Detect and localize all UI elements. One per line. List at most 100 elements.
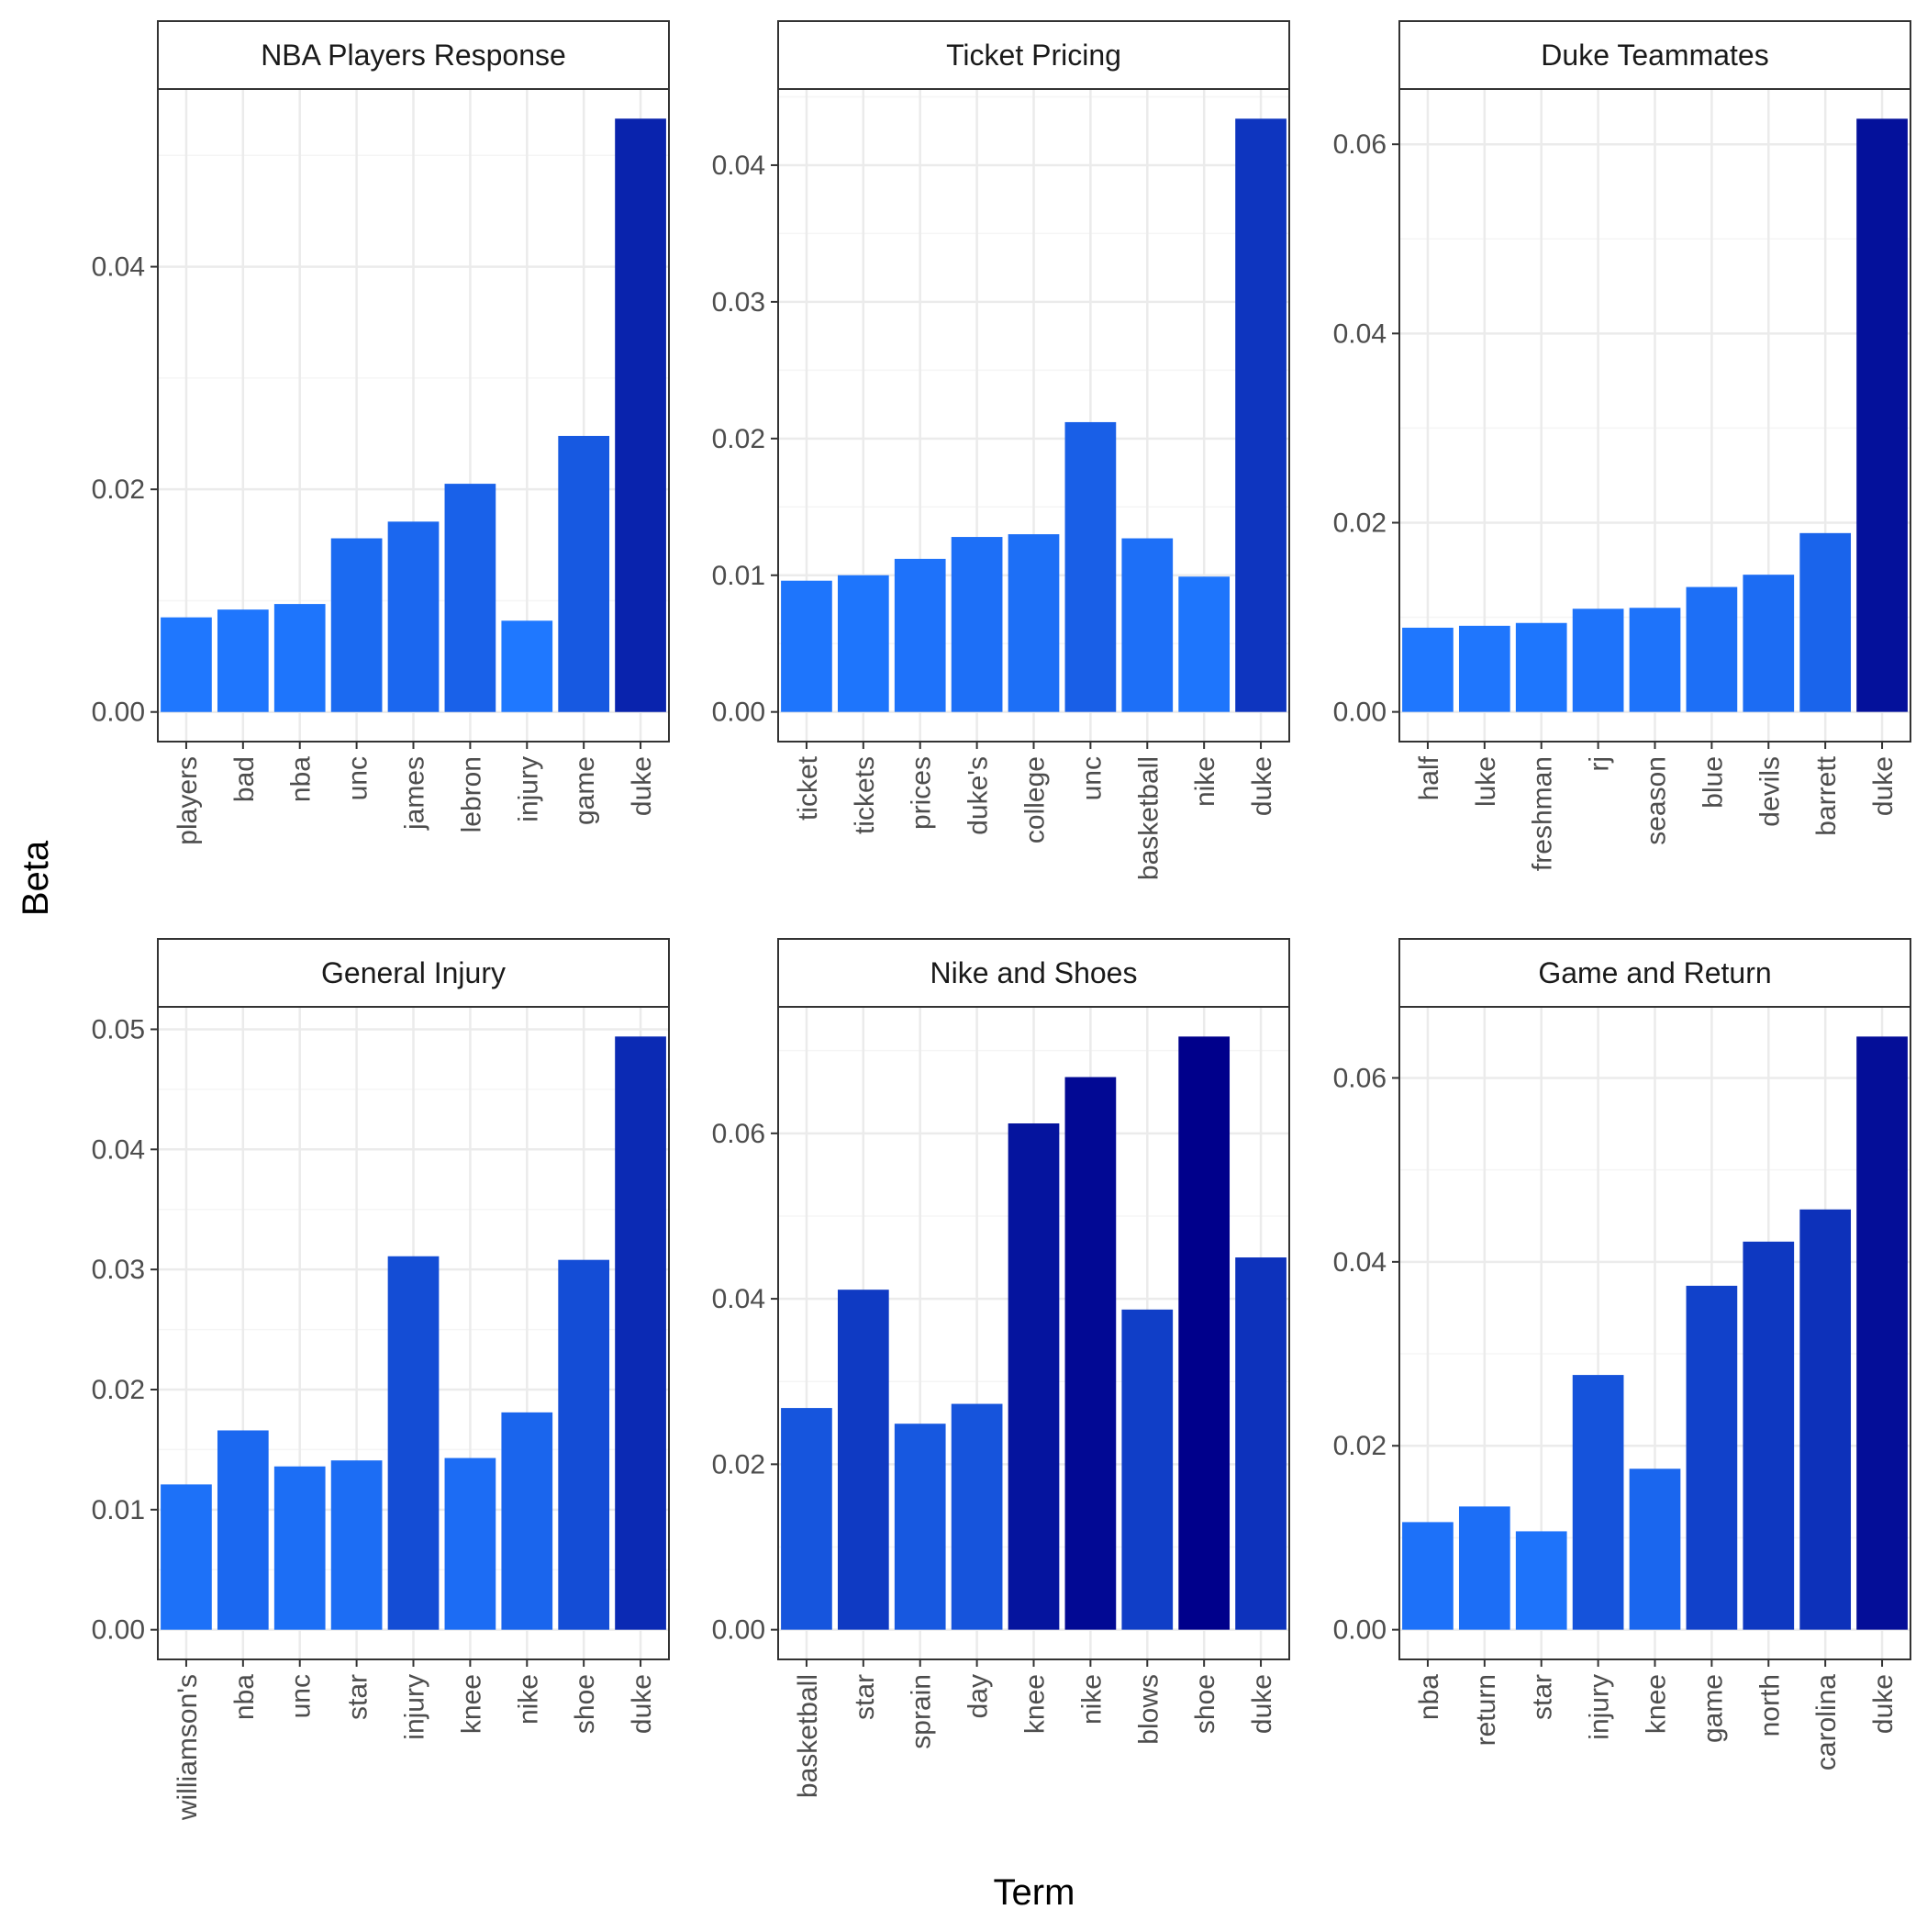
facet-title: Ticket Pricing (946, 39, 1121, 72)
bar (1008, 1123, 1060, 1630)
x-tick-label: williamson's (173, 1674, 203, 1821)
x-tick-label: luke (1471, 756, 1501, 807)
y-tick-label: 0.03 (712, 287, 765, 318)
bar (387, 1256, 440, 1630)
facet-panel: Nike and Shoes 0.00 0.02 0.04 0.06 basketball… (712, 938, 1290, 1798)
x-tick-label: nike (1076, 1674, 1107, 1725)
bar (951, 537, 1003, 712)
y-tick-label: 0.06 (1333, 1063, 1387, 1093)
bar (1402, 1522, 1454, 1630)
x-tick-label: barrett (1811, 755, 1842, 835)
y-tick-label: 0.06 (1333, 129, 1387, 160)
x-tick-label: game (570, 756, 600, 825)
y-tick-label: 0.02 (1333, 1431, 1387, 1461)
y-tick-label: 0.00 (92, 698, 145, 728)
bar (1064, 1077, 1117, 1630)
facet-strip (157, 938, 670, 1008)
bar (951, 1403, 1003, 1630)
x-tick-label: duke (627, 1674, 657, 1734)
x-tick-label: devils (1754, 756, 1785, 827)
bar (558, 1259, 610, 1630)
facet-panel: Duke Teammates 0.00 0.02 0.04 0.06 half luke fr… (1333, 20, 1911, 871)
y-tick-label: 0.04 (92, 1134, 145, 1165)
bar (1458, 625, 1510, 712)
y-tick-label: 0.02 (92, 475, 145, 505)
facet-strip (777, 20, 1290, 90)
bar (1515, 1531, 1567, 1630)
x-tick-label: knee (456, 1674, 486, 1734)
x-tick-label: injury (400, 1674, 430, 1740)
y-tick-label: 0.02 (712, 424, 765, 454)
y-tick-label: 0.02 (92, 1375, 145, 1405)
x-tick-label: players (173, 756, 203, 845)
x-tick-label: nba (1414, 1674, 1444, 1720)
x-tick-label: injury (1585, 1674, 1615, 1740)
bar (1064, 421, 1117, 712)
bar (273, 604, 326, 712)
bar (1799, 1209, 1852, 1630)
x-tick-label: shoe (570, 1674, 600, 1734)
x-tick-label: carolina (1811, 1674, 1842, 1770)
y-tick-label: 0.03 (92, 1255, 145, 1285)
x-tick-label: season (1642, 756, 1672, 845)
facet-panel: Ticket Pricing 0.00 0.01 0.02 0.03 0.04 ticket… (712, 20, 1290, 880)
bar (330, 538, 383, 712)
bar (1629, 1469, 1681, 1630)
facet-title: Duke Teammates (1541, 39, 1768, 72)
bar (1799, 532, 1852, 712)
bar (1856, 1036, 1908, 1630)
x-tick-label: bad (229, 756, 260, 802)
x-tick-label: james (400, 756, 430, 831)
y-tick-label: 0.04 (1333, 1247, 1387, 1278)
x-tick-label: day (964, 1674, 994, 1718)
x-tick-label: star (1528, 1674, 1558, 1720)
y-tick-label: 0.04 (1333, 318, 1387, 349)
y-tick-label: 0.00 (712, 698, 765, 728)
y-tick-label: 0.00 (1333, 1615, 1387, 1646)
x-tick-label: duke (1868, 1674, 1899, 1734)
x-tick-label: knee (1020, 1674, 1051, 1734)
bar (501, 620, 553, 712)
y-tick-label: 0.00 (1333, 698, 1387, 728)
x-tick-label: rj (1585, 756, 1615, 772)
x-tick-label: college (1020, 756, 1051, 843)
bar (1121, 538, 1174, 712)
y-tick-label: 0.02 (1333, 508, 1387, 538)
facet-panel: Game and Return 0.00 0.02 0.04 0.06 nba return… (1333, 938, 1911, 1770)
facet-panel: General Injury 0.00 0.01 0.02 0.03 0.04 0.05 wi… (92, 938, 670, 1821)
facet-strip (1398, 20, 1911, 90)
bar (1402, 627, 1454, 712)
x-tick-label: star (850, 1674, 880, 1720)
x-tick-label: unc (343, 756, 373, 800)
bar (1743, 575, 1795, 712)
y-tick-label: 0.00 (92, 1615, 145, 1646)
y-tick-label: 0.06 (712, 1119, 765, 1149)
x-tick-label: duke (1247, 756, 1277, 816)
x-tick-label: duke (627, 756, 657, 816)
x-tick-label: freshman (1528, 756, 1558, 871)
bar (161, 1484, 212, 1630)
facet-strip (1398, 938, 1911, 1008)
bar (217, 609, 269, 712)
x-tick-label: star (343, 1674, 373, 1720)
facet-panel: NBA Players Response 0.00 0.02 0.04 players b… (92, 20, 670, 845)
y-tick-label: 0.04 (712, 1284, 765, 1314)
x-tick-label: blue (1698, 756, 1728, 809)
x-tick-label: tickets (850, 756, 880, 834)
bar (1235, 118, 1287, 712)
bar (1686, 586, 1738, 712)
x-tick-label: shoe (1190, 1674, 1220, 1734)
facet-title: NBA Players Response (261, 39, 566, 72)
bar (837, 575, 889, 712)
bar (387, 521, 440, 712)
facet-title: Game and Return (1538, 956, 1771, 989)
bar (444, 1457, 496, 1630)
bar (273, 1466, 326, 1630)
x-tick-label: lebron (456, 756, 486, 832)
bar (1686, 1285, 1738, 1630)
x-tick-label: basketball (793, 1674, 823, 1798)
x-tick-label: blows (1133, 1674, 1164, 1745)
bar (558, 435, 610, 712)
